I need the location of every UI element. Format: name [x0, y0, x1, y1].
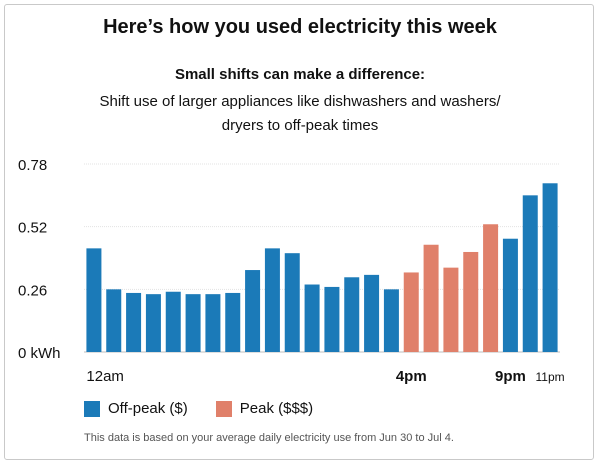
- y-tick-label: 0.78: [18, 157, 47, 174]
- y-tick-label: 0.26: [18, 282, 47, 299]
- legend-label-peak: Peak ($$$): [239, 400, 314, 417]
- bar-peak: [463, 251, 479, 352]
- bar-offpeak: [106, 289, 122, 352]
- x-tick-label: 9pm: [495, 368, 526, 385]
- peak-swatch: [215, 400, 232, 417]
- legend-item-peak: Peak ($$$): [215, 400, 314, 417]
- bar-offpeak: [284, 253, 300, 352]
- bar-offpeak: [324, 286, 340, 352]
- bar-peak: [443, 267, 459, 352]
- y-tick-label: 0.52: [18, 220, 47, 237]
- legend: Off-peak ($) Peak ($$$): [84, 400, 341, 417]
- x-tick-label: 11pm: [536, 370, 565, 384]
- chart-title: Here’s how you used electricity this wee…: [103, 16, 497, 38]
- bar-offpeak: [502, 238, 518, 352]
- bar-offpeak: [126, 292, 142, 352]
- bar-peak: [483, 224, 499, 352]
- x-tick-label: 4pm: [396, 368, 427, 385]
- bar-offpeak: [205, 294, 221, 352]
- bar-peak: [423, 244, 439, 352]
- bar-offpeak: [344, 277, 360, 352]
- bar-offpeak: [165, 291, 181, 352]
- legend-label-offpeak: Off-peak ($): [108, 400, 188, 417]
- bar-offpeak: [264, 248, 280, 352]
- bar-offpeak: [225, 292, 241, 352]
- tip-heading: Small shifts can make a difference:: [174, 66, 426, 83]
- x-tick-label: 12am: [86, 368, 124, 385]
- bar-offpeak: [364, 274, 380, 352]
- bar-offpeak: [185, 294, 201, 352]
- y-tick-label: 0 kWh: [18, 345, 61, 362]
- bar-offpeak: [304, 284, 320, 352]
- bar-offpeak: [542, 183, 558, 352]
- legend-item-offpeak: Off-peak ($): [84, 400, 188, 417]
- bar-offpeak: [383, 289, 399, 352]
- tip-text: Shift use of larger appliances like dish…: [99, 93, 501, 134]
- data-note: This data is based on your average daily…: [84, 432, 454, 444]
- offpeak-swatch: [84, 400, 100, 417]
- bar-offpeak: [86, 248, 102, 352]
- bar-offpeak: [145, 294, 161, 352]
- bar-peak: [403, 272, 419, 352]
- bar-offpeak: [522, 195, 538, 352]
- bar-offpeak: [245, 270, 261, 352]
